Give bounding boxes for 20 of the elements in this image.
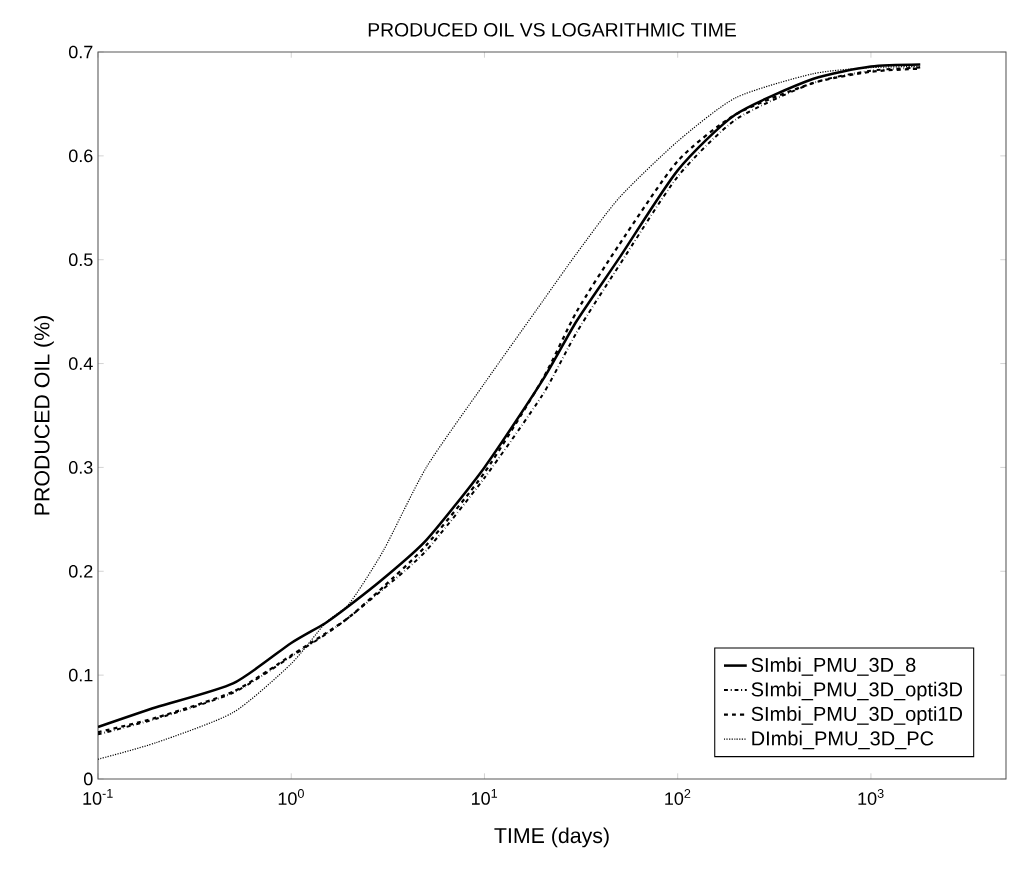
chart-title: PRODUCED OIL VS LOGARITHMIC TIME [368,22,736,37]
x-tick-label: 10$^{3}$ [858,789,884,805]
y-tick-label: 0.1 [68,668,93,682]
x-tick-label: 10$^{1}$ [472,789,498,805]
y-tick-label: 0.7 [68,45,93,59]
legend-label: SImbi_PMU_3D_8 [751,657,916,676]
x-tick-label: 10$^{0}$ [278,789,304,805]
y-tick-label: 0.4 [68,357,93,370]
x-axis-title: TIME (days) [494,827,609,848]
x-tick-label: 10$^{2}$ [665,789,691,805]
legend-label: SImbi_PMU_3D_opti1D [751,706,963,725]
x-tick-label: 10$^{-1}$ [83,789,113,805]
y-tick-label: 0.2 [68,564,93,578]
y-tick-label: 0.6 [68,149,93,163]
legend-label: SImbi_PMU_3D_opti3D [751,681,963,701]
y-tick-label: 0.5 [68,253,93,267]
legend-label: DImbi_PMU_3D_PC [752,730,934,750]
y-tick-label: 0 [83,772,93,786]
y-axis-title: PRODUCED OIL (%) [33,316,54,515]
y-tick-label: 0.3 [68,461,93,474]
